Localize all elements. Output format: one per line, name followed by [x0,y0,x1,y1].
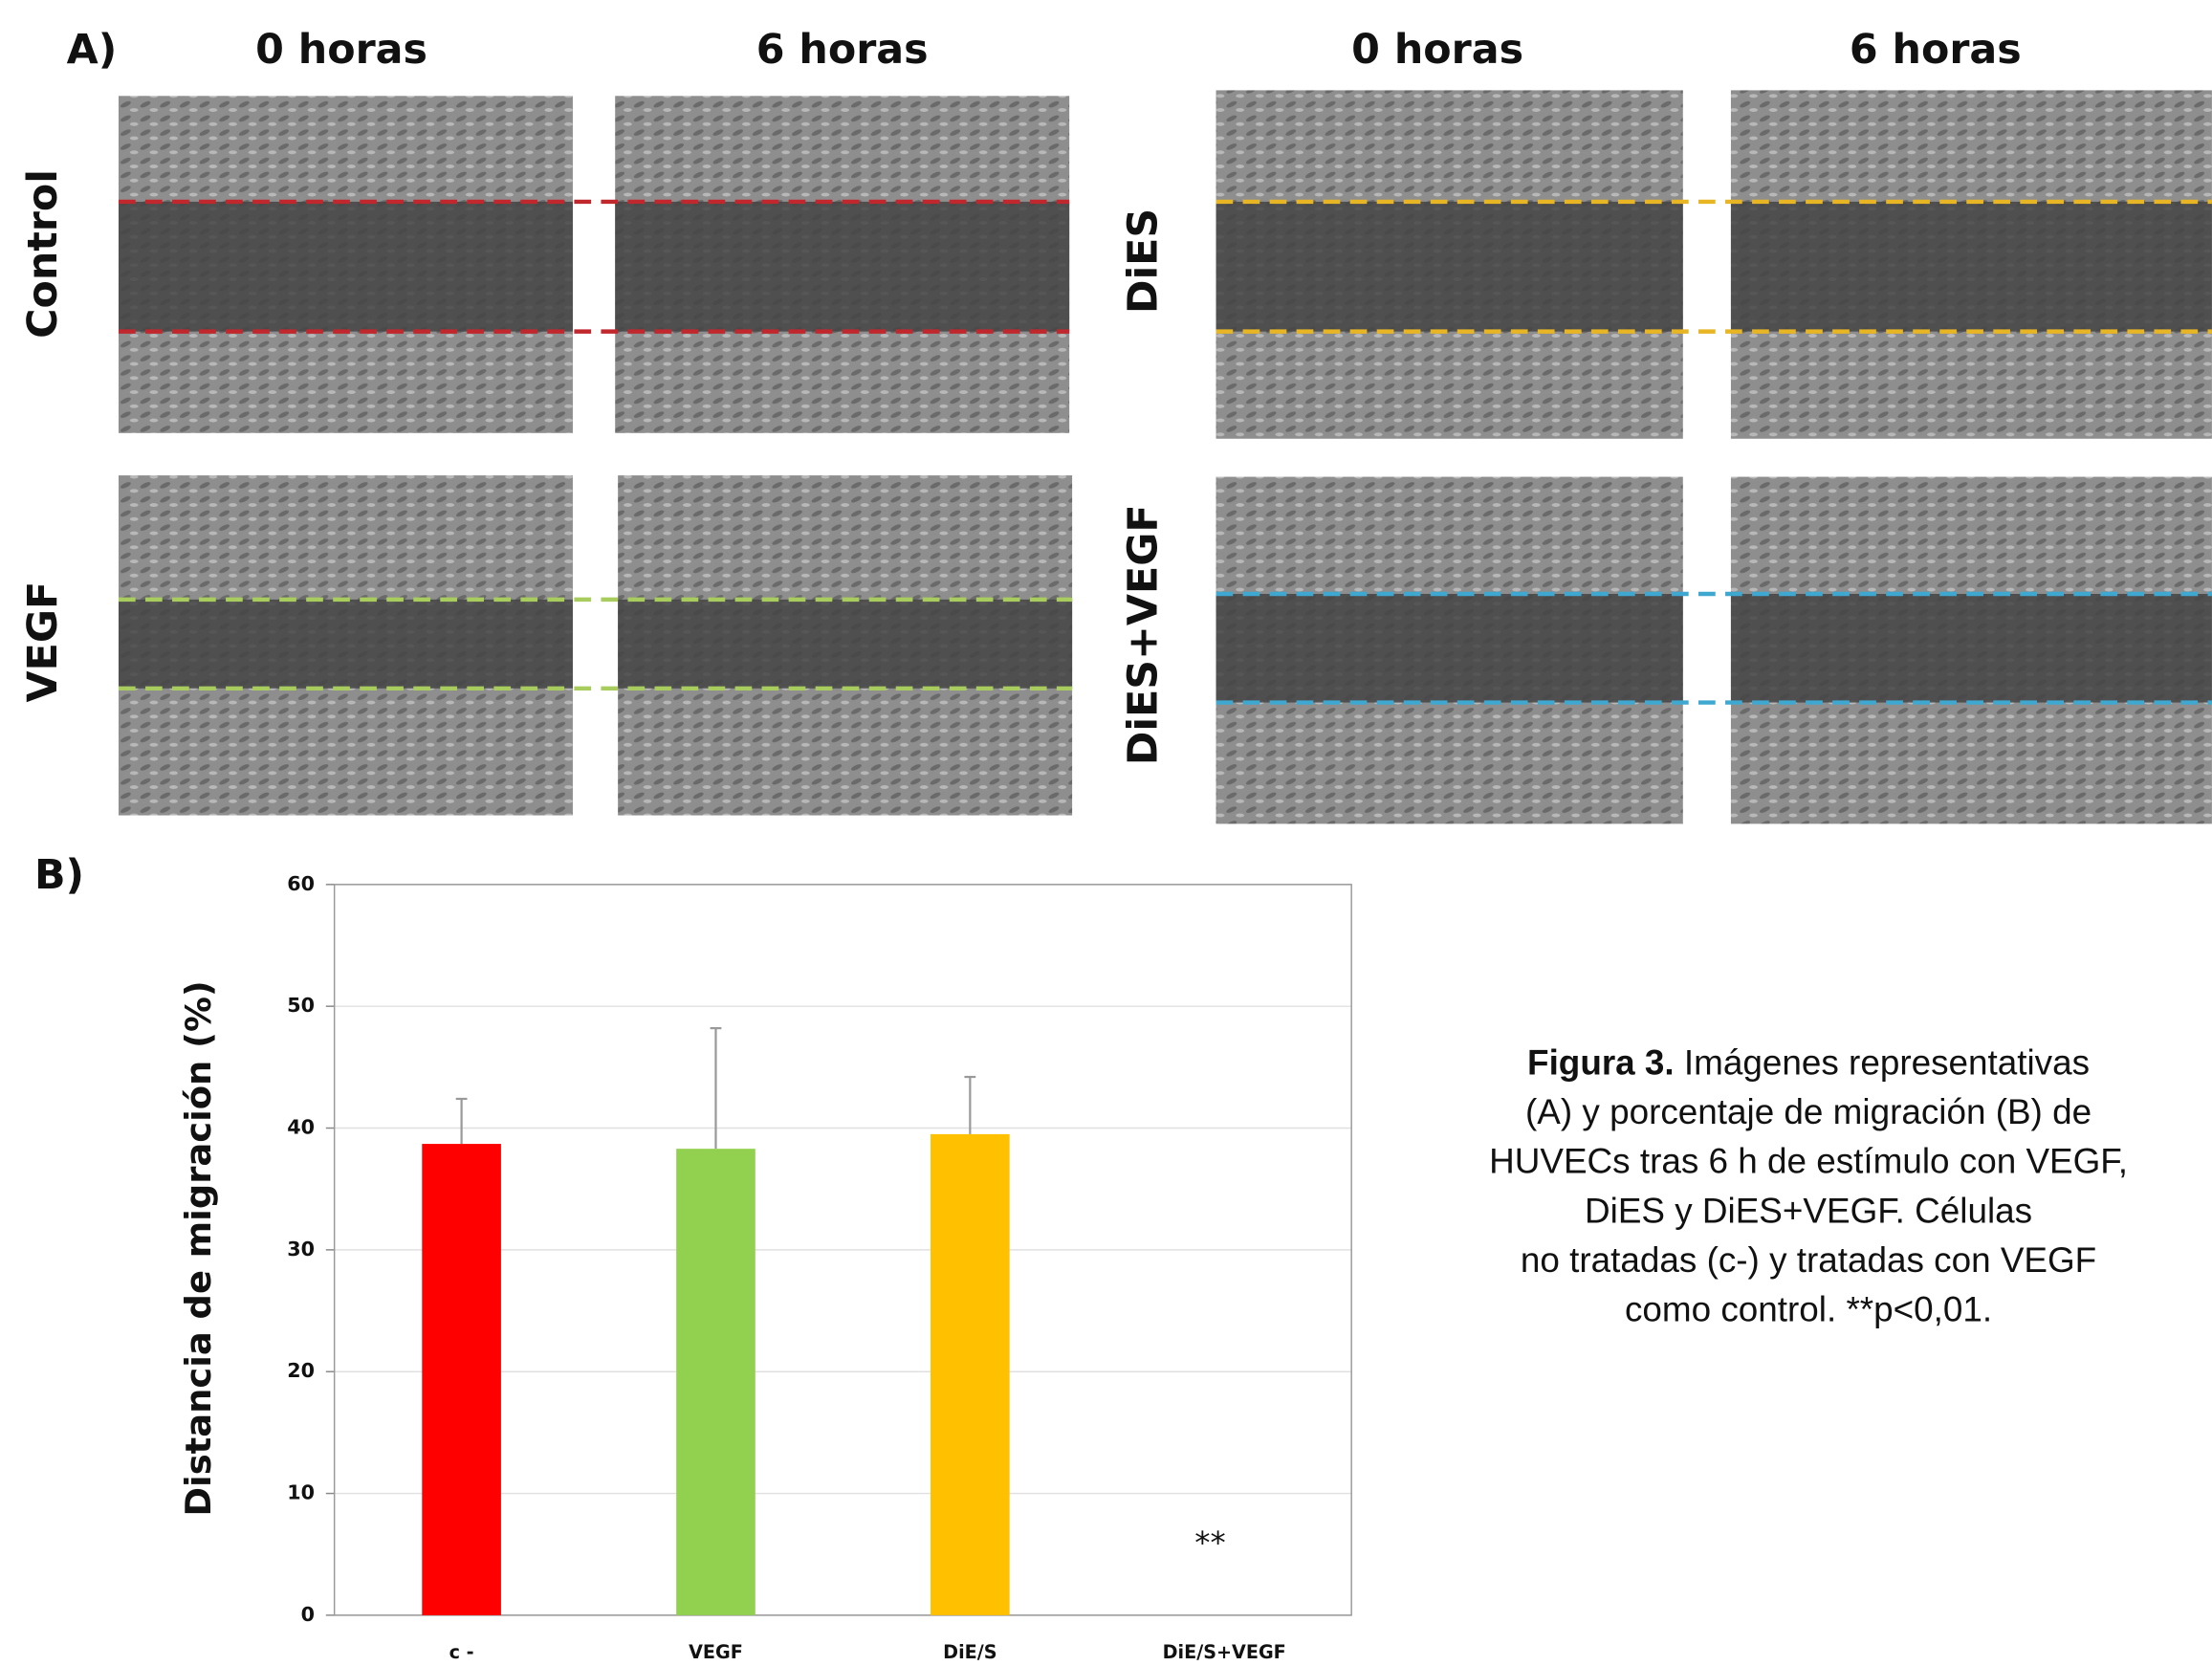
row-label: Control [19,169,67,339]
panel-label: A) [67,26,118,74]
row-label: DiES [1119,208,1167,314]
column-header: 0 horas [1351,26,1523,74]
x-tick-label: DiE/S [943,1641,996,1663]
row-label: VEGF [19,581,67,703]
x-tick-label: VEGF [689,1641,743,1663]
wound-gap [119,600,573,689]
x-tick-label: c - [449,1641,474,1663]
y-tick-label: 60 [287,872,315,895]
figure: 0 horas 6 horas 0 horas 6 horas Control VEGF D… [0,0,2212,1666]
wound-gap [1216,594,1683,703]
wound-gap [1216,202,1683,332]
caption-line: Figura 3. Imágenes representativas [1527,1042,2090,1082]
y-tick-label: 10 [287,1481,315,1504]
caption-label: Figura 3. [1527,1042,1675,1082]
bar-chart: 0 10 20 30 40 50 60 Distancia de migración (%) c… [178,872,1351,1663]
y-axis-title: Distancia de migración (%) [178,980,219,1516]
x-tick-label: DiE/S+VEGF [1163,1641,1286,1663]
caption: (A) y porcentaje de migración (B) de HUVE… [1489,1092,2128,1329]
caption-line: no tratadas (c-) y tratadas con VEGF [1521,1240,2096,1280]
bar [676,1149,756,1615]
column-header: 6 horas [756,26,929,74]
y-tick-label: 20 [287,1359,315,1382]
y-tick-label: 30 [287,1238,315,1260]
column-header: 6 horas [1850,26,2022,74]
caption-line: (A) y porcentaje de migración (B) de [1525,1092,2092,1131]
y-tick-label: 0 [301,1603,315,1626]
caption-line: HUVECs tras 6 h de estímulo con VEGF, [1489,1142,2128,1181]
caption-line: DiES y DiES+VEGF. Células [1585,1191,2032,1230]
panel-a: 0 horas 6 horas 0 horas 6 horas Control VEGF D… [19,26,2212,823]
y-tick-label: 40 [287,1116,315,1139]
column-header: 0 horas [255,26,427,74]
y-tick-label: 50 [287,994,315,1017]
wound-gap [1731,202,2212,332]
wound-gap [119,202,573,332]
bar [422,1144,501,1615]
caption-line: como control. **p<0,01. [1625,1290,1992,1329]
wound-gap [615,202,1069,332]
row-label: DiES+VEGF [1119,504,1167,765]
wound-gap [618,600,1072,689]
panel-label: B) [34,851,84,899]
wound-gap [1731,594,2212,703]
annotation: ** [1194,1524,1225,1561]
caption-text: Imágenes representativas [1684,1042,2090,1082]
bar [931,1134,1010,1615]
